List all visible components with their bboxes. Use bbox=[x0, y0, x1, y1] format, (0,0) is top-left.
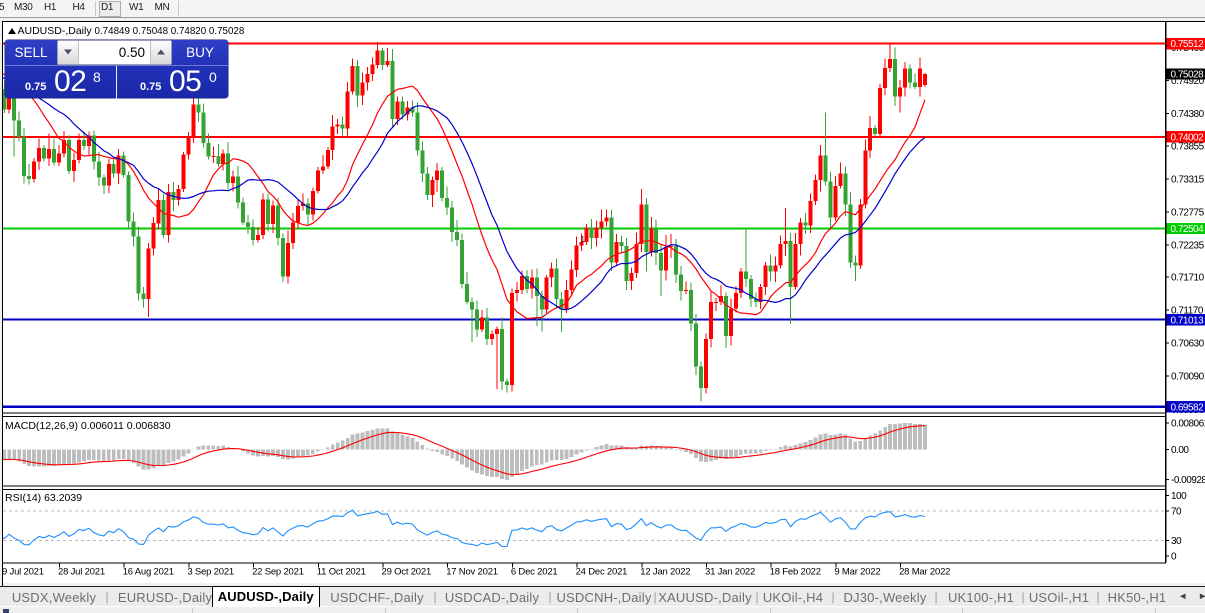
svg-text:0.72775: 0.72775 bbox=[1171, 207, 1205, 218]
svg-text:1: 1 bbox=[581, 235, 586, 244]
svg-text:28 Jul 2021: 28 Jul 2021 bbox=[58, 567, 105, 578]
svg-text:22 Sep 2021: 22 Sep 2021 bbox=[252, 567, 304, 578]
svg-text:0.75512: 0.75512 bbox=[1171, 39, 1205, 50]
svg-text:0.008061: 0.008061 bbox=[1171, 418, 1205, 429]
svg-text:0.75028: 0.75028 bbox=[1171, 70, 1205, 81]
svg-text:-0.00928: -0.00928 bbox=[1171, 475, 1205, 486]
svg-text:24 Dec 2021: 24 Dec 2021 bbox=[576, 567, 628, 578]
svg-text:9 Mar 2022: 9 Mar 2022 bbox=[834, 567, 880, 578]
svg-text:0.72504: 0.72504 bbox=[1171, 224, 1205, 235]
svg-text:16 Aug 2021: 16 Aug 2021 bbox=[123, 567, 174, 578]
svg-text:0.72235: 0.72235 bbox=[1171, 241, 1205, 252]
svg-text:31 Jan 2022: 31 Jan 2022 bbox=[705, 567, 755, 578]
svg-text:0.00: 0.00 bbox=[1171, 445, 1189, 456]
svg-text:0.71170: 0.71170 bbox=[1171, 306, 1204, 317]
svg-text:0.73315: 0.73315 bbox=[1171, 174, 1205, 185]
svg-text:0.70090: 0.70090 bbox=[1171, 372, 1205, 383]
svg-text:11 Oct 2021: 11 Oct 2021 bbox=[317, 567, 366, 578]
svg-text:30: 30 bbox=[1171, 536, 1182, 547]
svg-text:9 Jul 2021: 9 Jul 2021 bbox=[2, 567, 44, 578]
svg-text:0.71013: 0.71013 bbox=[1171, 315, 1205, 326]
svg-text:0.74002: 0.74002 bbox=[1171, 132, 1205, 143]
svg-text:0.73855: 0.73855 bbox=[1171, 141, 1205, 152]
svg-text:0.74920: 0.74920 bbox=[1171, 76, 1205, 87]
svg-text:18 Feb 2022: 18 Feb 2022 bbox=[770, 567, 821, 578]
svg-text:0.74380: 0.74380 bbox=[1171, 109, 1205, 120]
svg-text:3 Sep 2021: 3 Sep 2021 bbox=[187, 567, 234, 578]
svg-text:6 Dec 2021: 6 Dec 2021 bbox=[511, 567, 558, 578]
svg-text:0: 0 bbox=[1171, 552, 1177, 563]
svg-text:0.69582: 0.69582 bbox=[1171, 402, 1205, 413]
svg-text:29 Oct 2021: 29 Oct 2021 bbox=[382, 567, 432, 578]
svg-text:28 Mar 2022: 28 Mar 2022 bbox=[899, 567, 950, 578]
svg-text:70: 70 bbox=[1171, 507, 1182, 518]
svg-text:12 Jan 2022: 12 Jan 2022 bbox=[640, 567, 690, 578]
svg-text:100: 100 bbox=[1171, 491, 1187, 502]
svg-text:17 Nov 2021: 17 Nov 2021 bbox=[446, 567, 498, 578]
svg-text:0.71710: 0.71710 bbox=[1171, 273, 1205, 284]
svg-text:0.70630: 0.70630 bbox=[1171, 339, 1205, 350]
